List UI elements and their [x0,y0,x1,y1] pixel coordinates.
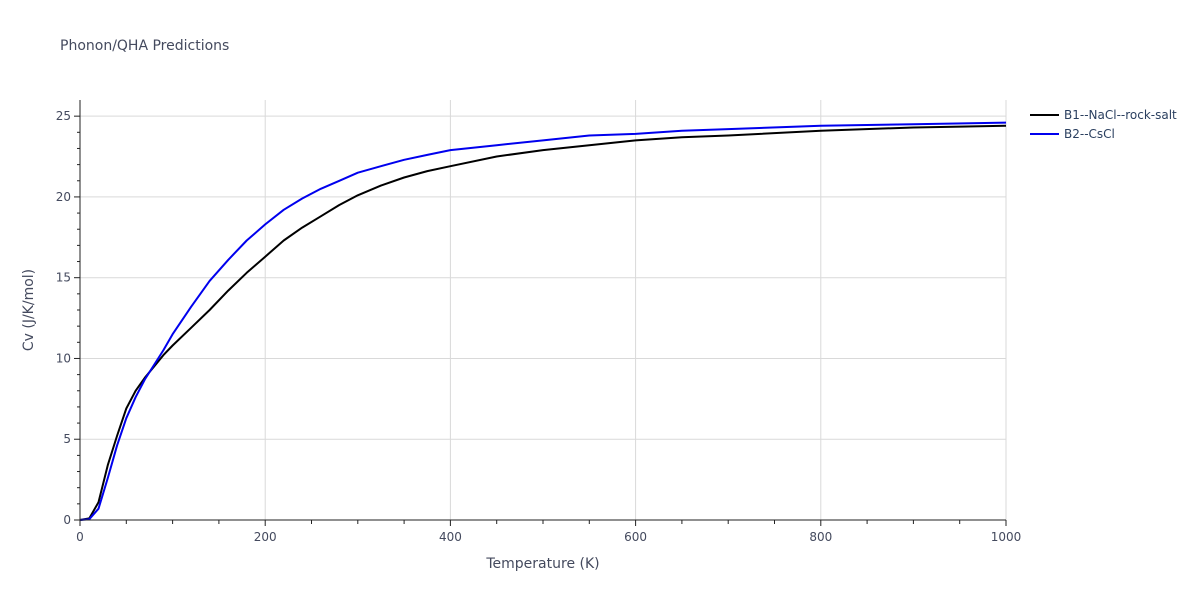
x-tick-label: 200 [254,530,277,544]
legend: B1--NaCl--rock-salt B2--CsCl [1030,108,1177,141]
y-axis-title: Cv (J/K/mol) [21,269,37,351]
y-tick-label: 25 [56,109,71,123]
y-tick-label: 15 [56,271,71,285]
x-axis-title: Temperature (K) [485,556,599,572]
chart-title: Phonon/QHA Predictions [60,38,229,54]
series-line-1 [79,121,1007,521]
series-layer [79,121,1007,521]
grid-lines [80,100,1007,520]
legend-label-1: B2--CsCl [1064,127,1115,141]
x-tick-label: 1000 [991,530,1022,544]
x-tick-label: 600 [624,530,647,544]
y-tick-label: 0 [63,513,71,527]
y-tick-label: 5 [63,432,71,446]
y-tick-label: 20 [56,190,71,204]
x-tick-label: 800 [809,530,832,544]
y-tick-label: 10 [56,351,71,365]
x-tick-label: 0 [76,530,84,544]
axes: 0 200 400 600 800 1000 0 5 10 15 20 25 [56,100,1022,544]
legend-label-0: B1--NaCl--rock-salt [1064,108,1177,122]
series-line-0 [79,124,1007,521]
x-tick-label: 400 [439,530,462,544]
